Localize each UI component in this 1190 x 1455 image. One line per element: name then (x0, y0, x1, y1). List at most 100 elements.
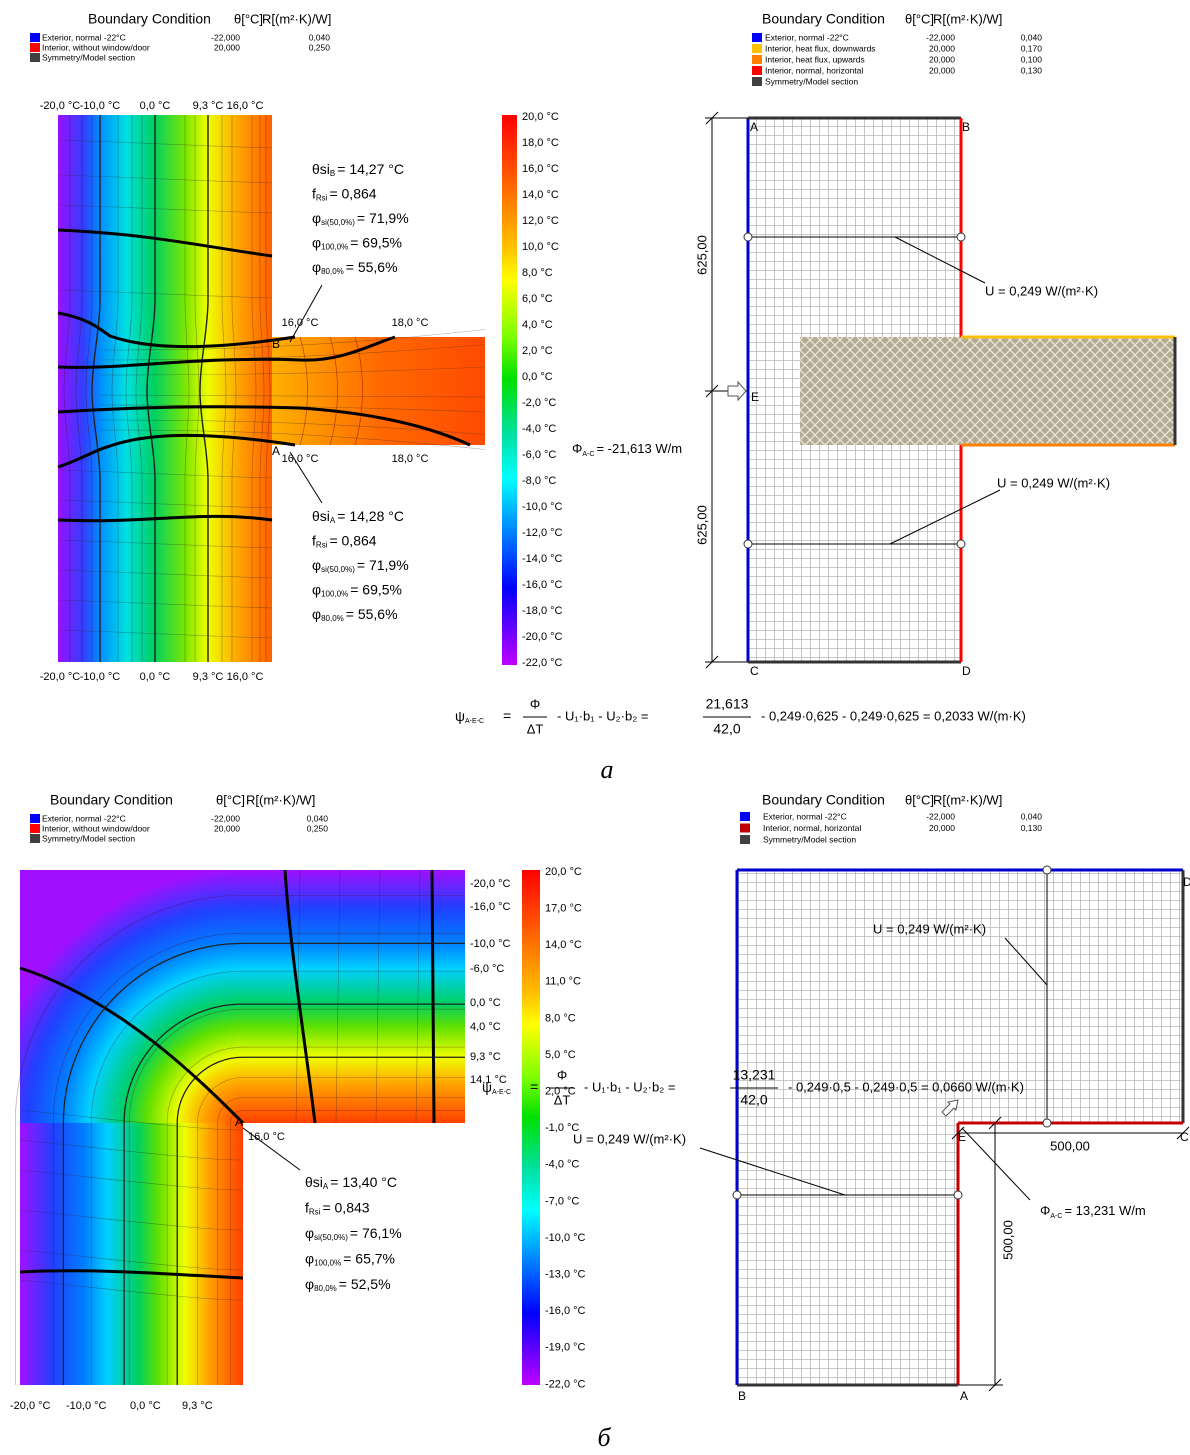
colorbar-label: 8,0 °C (545, 1012, 576, 1024)
legend-r: 0,250 (309, 42, 331, 52)
slab-model (800, 337, 1175, 445)
legend-temp: 20,000 (214, 42, 240, 52)
colorbar-label: -10,0 °C (545, 1232, 586, 1244)
subscript: Rsi (316, 541, 328, 550)
flux-label: ΦA-C= 13,231 W/m (1040, 1203, 1146, 1219)
subscript: Rsi (316, 194, 328, 203)
isotherm-label: 16,0 °C (282, 453, 319, 465)
symbol: ψ (482, 1079, 492, 1095)
legend-swatch (740, 812, 750, 821)
subscript: si(50,0%) (314, 1233, 348, 1242)
flux-label: ΦA-C= -21,613 W/m (572, 441, 682, 457)
value: = 14,28 °C (337, 508, 404, 524)
node (744, 233, 752, 241)
point-label: A (235, 1115, 243, 1129)
legend-label: Interior, normal, horizontal (765, 65, 863, 75)
colorbar-label: 12,0 °C (522, 215, 559, 227)
legend-r: 0,130 (1021, 65, 1043, 75)
legend-label: Exterior, normal -22°C (42, 813, 126, 823)
legend-swatch (30, 824, 40, 833)
legend-title: Boundary Condition (762, 11, 885, 27)
symbol: θsi (312, 508, 330, 524)
symbol: θsi (312, 161, 330, 177)
legend-swatch (30, 834, 40, 843)
isotherm-label: 9,3 °C (470, 1051, 501, 1063)
symbol: φ (312, 210, 321, 226)
legend-title: Boundary Condition (762, 792, 885, 808)
symbol: Φ (1040, 1203, 1050, 1218)
symbol: φ (312, 259, 321, 275)
leader-line (962, 1128, 1030, 1200)
caption: а (601, 755, 614, 784)
legend-swatch (752, 55, 762, 64)
colorbar-label: 11,0 °C (545, 976, 581, 988)
legend-label: Exterior, normal -22°C (763, 811, 847, 821)
node (744, 540, 752, 548)
leader-line (290, 285, 322, 342)
colorbar-label: -10,0 °C (522, 501, 563, 513)
formula-terms: - U₁·b₁ - U₂·b₂ = (584, 1079, 675, 1094)
temperature-label: 9,3 °C (193, 671, 224, 683)
legend-r: 0,250 (307, 823, 329, 833)
symbol: φ (312, 606, 321, 622)
isotherm-label: -20,0 °C (470, 878, 511, 890)
legend-r: 0,170 (1021, 43, 1043, 53)
legend-temp: -22,000 (211, 32, 240, 42)
annotation: φsi(50,0%)= 76,1% (305, 1225, 402, 1242)
legend-header: R[(m²·K)/W] (262, 11, 331, 26)
subscript: Rsi (309, 1208, 321, 1217)
symbol: ψ (455, 708, 465, 724)
colorbar-label: -12,0 °C (522, 527, 563, 539)
legend-label: Exterior, normal -22°C (42, 32, 126, 42)
symbol: θsi (305, 1174, 323, 1190)
legend-temp: 20,000 (929, 65, 955, 75)
legend-temp: -22,000 (211, 813, 240, 823)
model-grid (737, 870, 1183, 1385)
value: = 0,864 (329, 532, 376, 548)
legend-header: R[(m²·K)/W] (246, 792, 315, 807)
formula-num: 13,231 (733, 1067, 776, 1083)
colorbar-label: 14,0 °C (522, 189, 559, 201)
annotation: fRsi= 0,843 (305, 1199, 370, 1216)
legend-r: 0,040 (307, 813, 329, 823)
legend-swatch (740, 835, 750, 844)
annotation: φ100,0%= 69,5% (312, 581, 402, 598)
value: = 55,6% (346, 606, 398, 622)
legend-temp: 20,000 (929, 823, 955, 833)
temperature-label: -10,0 °C (80, 671, 121, 683)
legend-label: Exterior, normal -22°C (765, 32, 849, 42)
legend-header: θ[°C] (216, 792, 245, 807)
point-label: A (960, 1389, 968, 1403)
annotation: φ100,0%= 69,5% (312, 234, 402, 251)
legend-swatch (752, 77, 762, 86)
legend-temp: -22,000 (926, 811, 955, 821)
legend-title: Boundary Condition (88, 11, 211, 27)
legend-label: Symmetry/Model section (763, 834, 856, 844)
legend-header: θ[°C] (905, 11, 934, 26)
annotation: θsiA= 14,28 °C (312, 508, 404, 525)
colorbar-label: -8,0 °C (522, 475, 556, 487)
legend-swatch (30, 814, 40, 823)
subscript: 80,0% (314, 1284, 337, 1293)
formula-num: Φ (557, 1067, 567, 1082)
isotherm-label: 18,0 °C (392, 453, 429, 465)
subscript: A (323, 1182, 329, 1191)
colorbar-label: -6,0 °C (522, 449, 556, 461)
legend-r: 0,040 (1021, 32, 1043, 42)
symbol: φ (312, 234, 321, 250)
point-label: C (1180, 1130, 1189, 1144)
legend-label: Symmetry/Model section (42, 833, 135, 843)
legend-temp: 20,000 (929, 54, 955, 64)
legend-swatch (740, 824, 750, 833)
point-label: C (750, 664, 759, 678)
node (1043, 866, 1051, 874)
annotation: θsiB= 14,27 °C (312, 161, 404, 178)
node (733, 1191, 741, 1199)
colorbar-label: 17,0 °C (545, 903, 582, 915)
value: = 0,843 (322, 1199, 369, 1215)
colorbar-label: 20,0 °C (545, 866, 582, 878)
formula-den: ΔT (527, 721, 544, 736)
colorbar-label: -14,0 °C (522, 553, 563, 565)
flux-arrow (728, 382, 746, 400)
legend-swatch (30, 43, 40, 52)
